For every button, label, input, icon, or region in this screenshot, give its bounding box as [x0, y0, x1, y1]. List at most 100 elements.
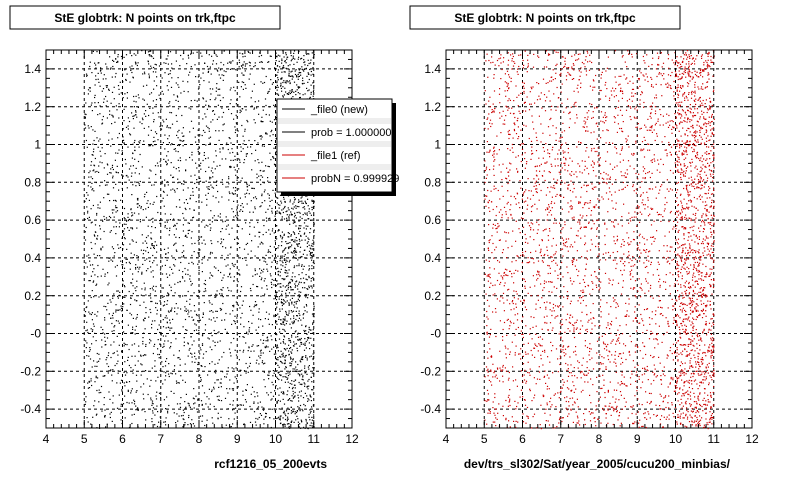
scatter-point: [149, 385, 151, 387]
scatter-point: [270, 140, 273, 142]
scatter-point: [298, 206, 300, 208]
scatter-point: [96, 137, 98, 139]
scatter-point: [221, 289, 223, 291]
scatter-point: [228, 418, 230, 420]
scatter-point: [311, 268, 313, 270]
scatter-point: [93, 280, 95, 282]
scatter-point: [269, 152, 271, 154]
scatter-point: [279, 374, 281, 376]
scatter-point: [179, 364, 181, 366]
scatter-point: [614, 259, 616, 261]
scatter-point: [93, 296, 95, 298]
scatter-point: [187, 232, 189, 235]
scatter-point: [132, 317, 134, 319]
scatter-point: [112, 175, 114, 177]
scatter-point: [619, 90, 622, 92]
scatter-point: [291, 276, 293, 278]
scatter-point: [286, 243, 288, 245]
scatter-point: [632, 265, 634, 267]
scatter-point: [264, 278, 266, 280]
scatter-point: [198, 252, 200, 254]
scatter-point: [290, 71, 292, 73]
scatter-point: [273, 147, 275, 149]
scatter-point: [174, 283, 176, 285]
scatter-point: [217, 70, 219, 72]
scatter-point: [163, 343, 165, 345]
scatter-point: [168, 363, 170, 365]
scatter-point: [189, 303, 191, 305]
scatter-point: [164, 185, 166, 187]
scatter-point: [284, 418, 287, 421]
scatter-point: [268, 251, 270, 253]
scatter-point: [199, 152, 201, 154]
scatter-point: [166, 396, 168, 398]
scatter-point: [277, 364, 279, 366]
scatter-point: [144, 259, 146, 261]
scatter-point: [298, 263, 300, 265]
scatter-point: [313, 221, 315, 223]
scatter-point: [90, 186, 92, 188]
scatter-point: [94, 171, 96, 173]
scatter-point: [280, 87, 282, 89]
scatter-point: [524, 369, 526, 371]
scatter-point: [207, 157, 209, 159]
scatter-point: [217, 94, 219, 96]
scatter-point: [227, 224, 229, 226]
scatter-point: [596, 150, 598, 153]
scatter-point: [312, 404, 314, 406]
scatter-point: [563, 286, 565, 288]
scatter-point: [105, 105, 107, 107]
scatter-point: [130, 390, 132, 392]
scatter-point: [311, 255, 313, 257]
scatter-point: [99, 150, 101, 152]
scatter-point: [162, 142, 164, 144]
scatter-point: [171, 373, 173, 375]
scatter-point: [518, 65, 520, 68]
scatter-point: [238, 359, 240, 361]
scatter-point: [110, 102, 112, 104]
scatter-point: [214, 382, 216, 384]
scatter-point: [278, 229, 280, 231]
scatter-point: [240, 205, 242, 207]
scatter-point: [102, 246, 104, 248]
scatter-point: [297, 394, 299, 396]
scatter-point: [109, 110, 111, 112]
scatter-point: [197, 240, 199, 242]
scatter-point: [310, 396, 312, 398]
scatter-point: [313, 223, 315, 225]
scatter-point: [265, 165, 267, 167]
scatter-point: [123, 382, 125, 384]
scatter-point: [159, 161, 161, 163]
scatter-point: [209, 272, 211, 274]
scatter-point: [109, 68, 112, 70]
scatter-point: [188, 107, 190, 109]
x-tick-label: 11: [308, 432, 321, 446]
scatter-point: [596, 227, 598, 229]
scatter-point: [580, 290, 582, 292]
scatter-point: [522, 218, 524, 220]
scatter-point: [208, 137, 210, 139]
scatter-point: [178, 415, 180, 417]
scatter-point: [233, 408, 235, 410]
scatter-point: [182, 127, 184, 129]
scatter-point: [307, 366, 309, 368]
scatter-point: [279, 415, 281, 417]
scatter-point: [551, 245, 553, 247]
scatter-point: [197, 399, 199, 401]
scatter-point: [296, 347, 298, 349]
scatter-point: [224, 319, 226, 321]
scatter-point: [254, 255, 256, 257]
scatter-point: [112, 369, 114, 371]
scatter-point: [283, 259, 285, 261]
scatter-point: [290, 363, 293, 365]
scatter-point: [187, 91, 189, 93]
scatter-point: [240, 150, 242, 152]
scatter-point: [209, 310, 211, 312]
scatter-point: [267, 251, 269, 253]
scatter-point: [93, 360, 95, 362]
scatter-point: [615, 107, 617, 110]
scatter-point: [624, 176, 626, 178]
scatter-point: [139, 266, 141, 268]
scatter-point: [151, 67, 153, 69]
scatter-point: [285, 296, 287, 298]
